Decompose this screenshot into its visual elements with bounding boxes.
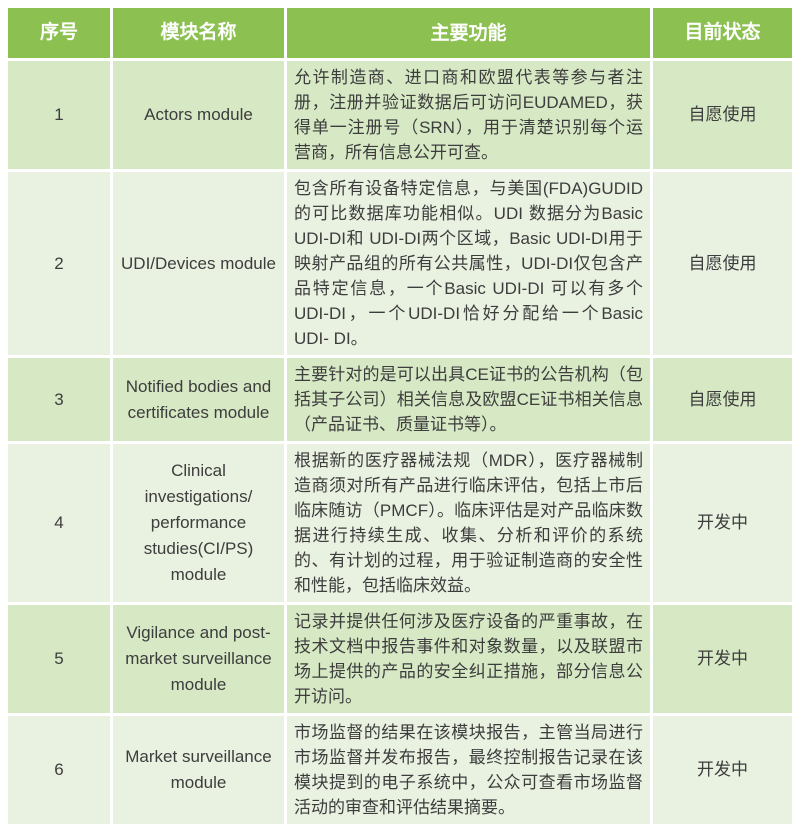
table-header-row: 序号 模块名称 主要功能 目前状态 <box>8 8 792 58</box>
main-function: 允许制造商、进口商和欧盟代表等参与者注册，注册并验证数据后可访问EUDAMED，… <box>287 61 650 169</box>
main-function: 市场监督的结果在该模块报告，主管当局进行市场监督并发布报告，最终控制报告记录在该… <box>287 716 650 824</box>
row-number: 3 <box>8 358 110 441</box>
eudamed-modules-table: 序号 模块名称 主要功能 目前状态 1 Actors module 允许制造商、… <box>8 8 792 824</box>
row-number: 1 <box>8 61 110 169</box>
table-row: 1 Actors module 允许制造商、进口商和欧盟代表等参与者注册，注册并… <box>8 61 792 169</box>
module-name: Vigilance and post-market surveillance m… <box>113 605 284 713</box>
main-function: 主要针对的是可以出具CE证书的公告机构（包括其子公司）相关信息及欧盟CE证书相关… <box>287 358 650 441</box>
status: 开发中 <box>653 716 792 824</box>
table-row: 2 UDI/Devices module 包含所有设备特定信息，与美国(FDA)… <box>8 172 792 355</box>
column-header-module-name: 模块名称 <box>113 8 284 58</box>
status: 自愿使用 <box>653 61 792 169</box>
module-name: UDI/Devices module <box>113 172 284 355</box>
main-function: 记录并提供任何涉及医疗设备的严重事故，在技术文档中报告事件和对象数量，以及联盟市… <box>287 605 650 713</box>
status: 开发中 <box>653 444 792 602</box>
main-function: 根据新的医疗器械法规（MDR），医疗器械制造商须对所有产品进行临床评估，包括上市… <box>287 444 650 602</box>
table-row: 3 Notified bodies and certificates modul… <box>8 358 792 441</box>
main-function: 包含所有设备特定信息，与美国(FDA)GUDID的可比数据库功能相似。UDI 数… <box>287 172 650 355</box>
status: 开发中 <box>653 605 792 713</box>
status: 自愿使用 <box>653 172 792 355</box>
column-header-number: 序号 <box>8 8 110 58</box>
table-row: 6 Market surveillance module 市场监督的结果在该模块… <box>8 716 792 824</box>
column-header-main-function: 主要功能 <box>287 8 650 58</box>
row-number: 2 <box>8 172 110 355</box>
table-row: 5 Vigilance and post-market surveillance… <box>8 605 792 713</box>
module-name: Notified bodies and certificates module <box>113 358 284 441</box>
module-name: Market surveillance module <box>113 716 284 824</box>
module-name: Actors module <box>113 61 284 169</box>
column-header-current-status: 目前状态 <box>653 8 792 58</box>
status: 自愿使用 <box>653 358 792 441</box>
row-number: 6 <box>8 716 110 824</box>
row-number: 5 <box>8 605 110 713</box>
module-name: Clinical investigations/ performance stu… <box>113 444 284 602</box>
table-row: 4 Clinical investigations/ performance s… <box>8 444 792 602</box>
row-number: 4 <box>8 444 110 602</box>
